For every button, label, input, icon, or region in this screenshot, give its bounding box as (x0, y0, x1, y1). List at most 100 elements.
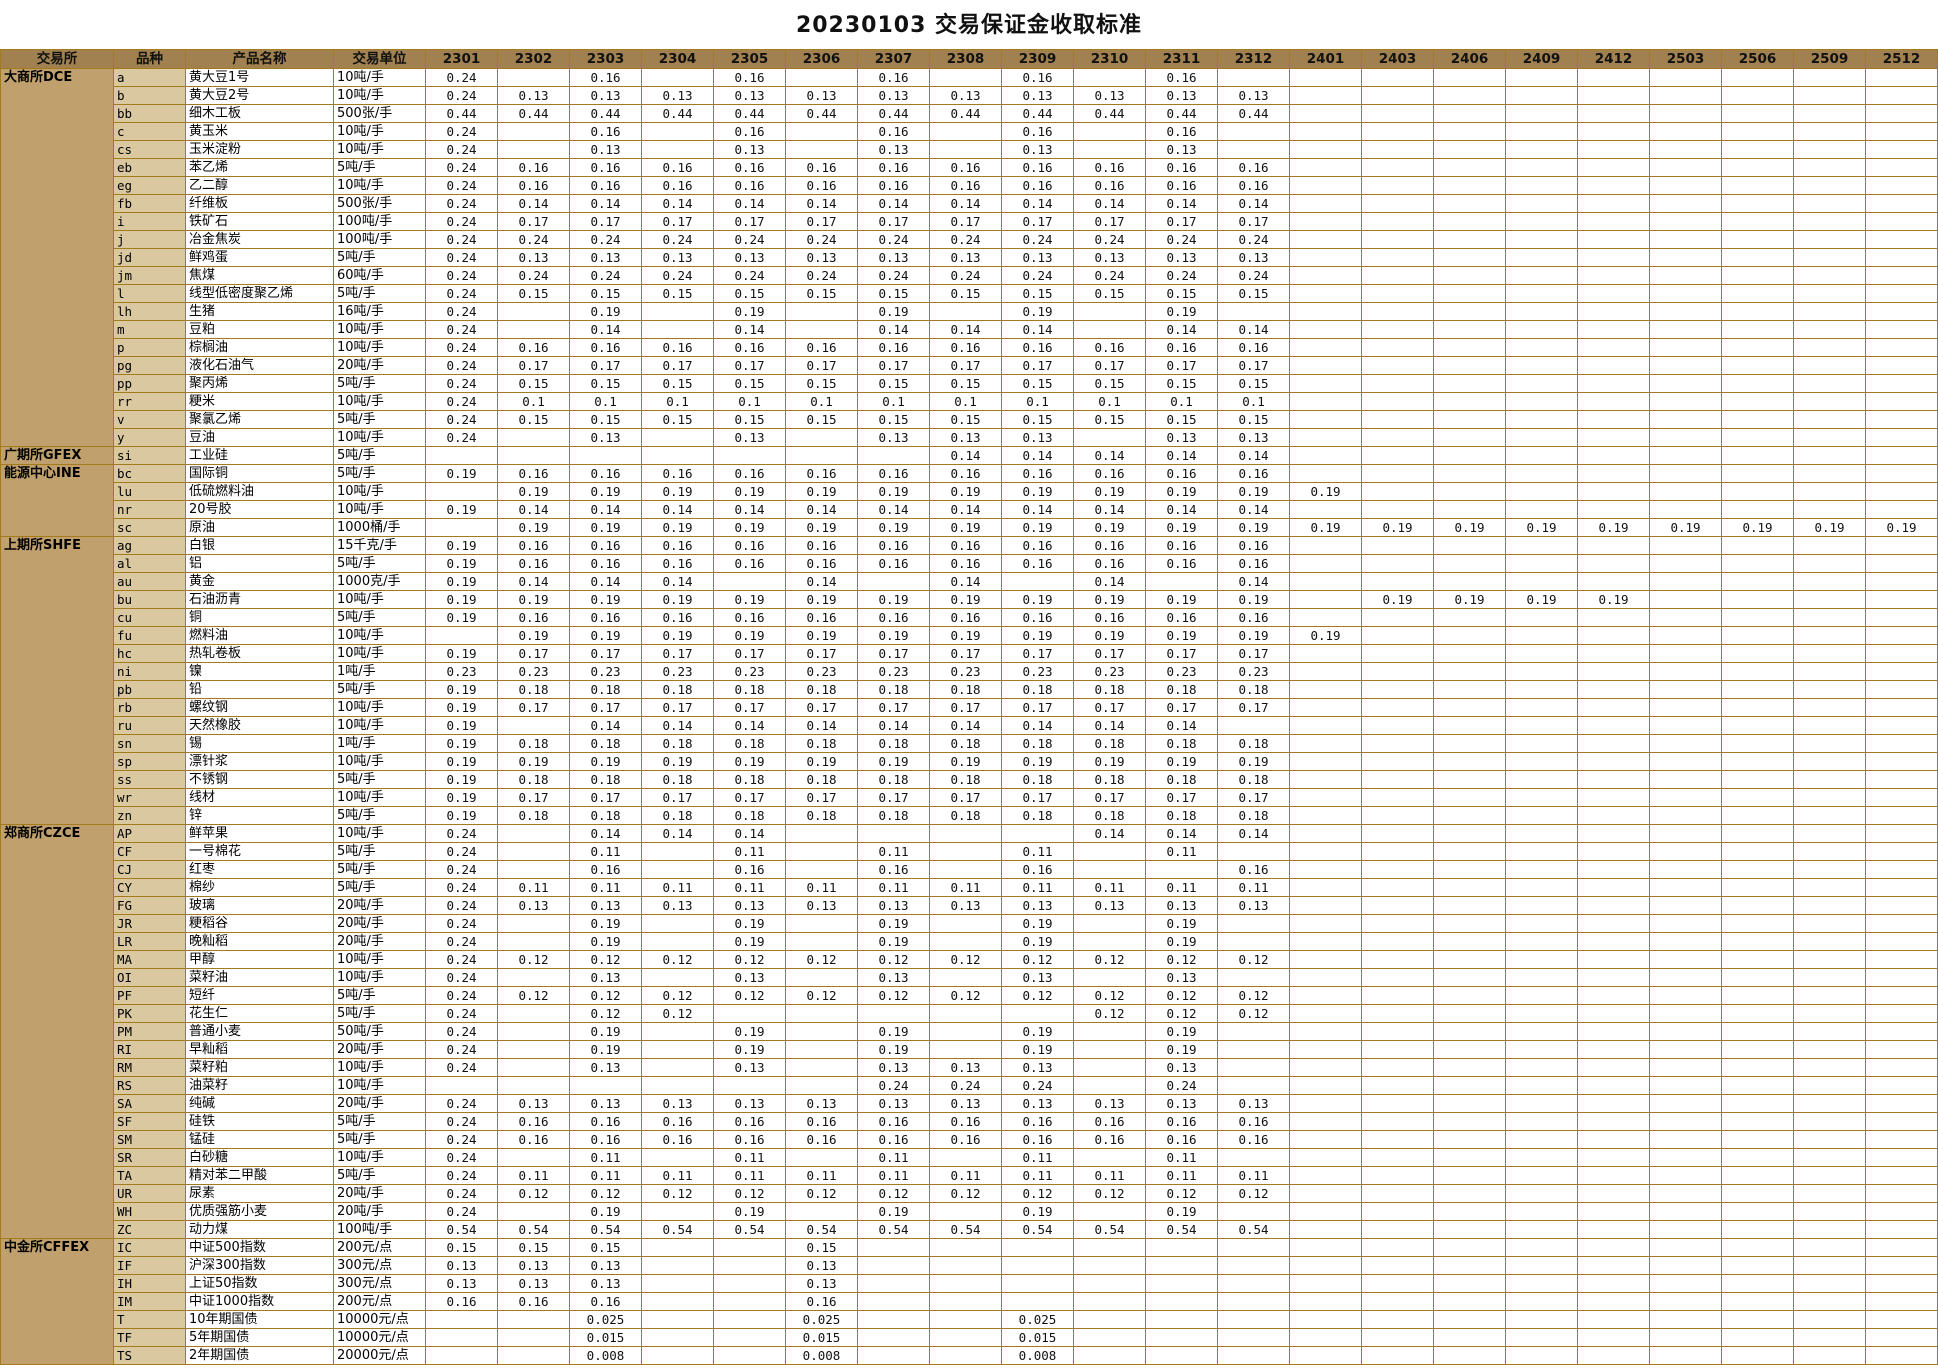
margin-rate-cell[interactable] (929, 1148, 1002, 1167)
margin-rate-cell[interactable] (1793, 554, 1866, 573)
margin-rate-cell[interactable] (1793, 734, 1866, 753)
product-name-cell[interactable]: 粳米 (185, 392, 334, 411)
margin-rate-cell[interactable]: 0.19 (1145, 518, 1218, 537)
margin-rate-cell[interactable] (1793, 752, 1866, 771)
margin-rate-cell[interactable] (1001, 1256, 1074, 1275)
margin-rate-cell[interactable] (1577, 698, 1650, 717)
margin-rate-cell[interactable]: 0.15 (1073, 410, 1146, 429)
margin-rate-cell[interactable] (1793, 1346, 1866, 1365)
margin-rate-cell[interactable]: 0.16 (641, 1112, 714, 1131)
product-name-cell[interactable]: 5年期国债 (185, 1328, 334, 1347)
margin-rate-cell[interactable] (1433, 428, 1506, 447)
margin-rate-cell[interactable] (1505, 338, 1578, 357)
trading-unit-cell[interactable]: 100吨/手 (333, 230, 426, 249)
margin-rate-cell[interactable] (1577, 1346, 1650, 1365)
margin-rate-cell[interactable]: 0.12 (713, 986, 786, 1005)
margin-rate-cell[interactable] (1865, 572, 1938, 591)
margin-rate-cell[interactable] (713, 1238, 786, 1257)
margin-rate-cell[interactable]: 0.11 (1145, 1166, 1218, 1185)
product-name-cell[interactable]: 生猪 (185, 302, 334, 321)
margin-rate-cell[interactable] (1361, 644, 1434, 663)
margin-rate-cell[interactable] (1865, 1040, 1938, 1059)
margin-rate-cell[interactable]: 0.14 (1217, 194, 1290, 213)
margin-rate-cell[interactable]: 0.15 (857, 410, 930, 429)
margin-rate-cell[interactable] (785, 1004, 858, 1023)
margin-rate-cell[interactable]: 0.13 (497, 1274, 570, 1293)
margin-rate-cell[interactable] (1505, 842, 1578, 861)
margin-rate-cell[interactable]: 0.14 (1217, 824, 1290, 843)
margin-rate-cell[interactable] (1865, 1058, 1938, 1077)
margin-rate-cell[interactable] (1217, 932, 1290, 951)
margin-rate-cell[interactable]: 0.13 (1217, 248, 1290, 267)
margin-rate-cell[interactable]: 0.18 (785, 734, 858, 753)
margin-rate-cell[interactable] (641, 842, 714, 861)
margin-rate-cell[interactable] (1361, 446, 1434, 465)
margin-rate-cell[interactable] (1865, 122, 1938, 141)
margin-rate-cell[interactable] (1649, 338, 1722, 357)
margin-rate-cell[interactable] (1793, 1184, 1866, 1203)
margin-rate-cell[interactable]: 0.19 (425, 500, 498, 519)
margin-rate-cell[interactable] (1649, 644, 1722, 663)
margin-rate-cell[interactable]: 0.14 (569, 824, 642, 843)
margin-rate-cell[interactable] (1433, 662, 1506, 681)
margin-rate-cell[interactable]: 0.12 (1073, 986, 1146, 1005)
margin-rate-cell[interactable]: 0.24 (425, 860, 498, 879)
margin-rate-cell[interactable]: 0.18 (713, 680, 786, 699)
margin-rate-cell[interactable]: 0.17 (569, 356, 642, 375)
trading-unit-cell[interactable]: 10吨/手 (333, 950, 426, 969)
margin-rate-cell[interactable] (1073, 428, 1146, 447)
margin-rate-cell[interactable] (1649, 536, 1722, 555)
code-cell[interactable]: pg (113, 356, 186, 375)
margin-rate-cell[interactable] (1865, 1022, 1938, 1041)
margin-rate-cell[interactable]: 0.19 (1073, 482, 1146, 501)
margin-rate-cell[interactable]: 0.24 (1217, 230, 1290, 249)
margin-rate-cell[interactable] (1289, 878, 1362, 897)
product-name-cell[interactable]: 花生仁 (185, 1004, 334, 1023)
margin-rate-cell[interactable]: 0.13 (641, 248, 714, 267)
margin-rate-cell[interactable] (713, 1292, 786, 1311)
product-name-cell[interactable]: 中证1000指数 (185, 1292, 334, 1311)
margin-rate-cell[interactable]: 0.19 (1649, 518, 1722, 537)
margin-rate-cell[interactable] (1145, 1346, 1218, 1365)
margin-rate-cell[interactable] (1649, 1202, 1722, 1221)
margin-rate-cell[interactable]: 0.13 (857, 86, 930, 105)
margin-rate-cell[interactable] (1865, 338, 1938, 357)
margin-rate-cell[interactable] (497, 1328, 570, 1347)
margin-rate-cell[interactable]: 0.17 (1217, 644, 1290, 663)
margin-rate-cell[interactable]: 0.14 (1145, 194, 1218, 213)
margin-rate-cell[interactable]: 0.12 (1073, 1004, 1146, 1023)
margin-rate-cell[interactable] (1433, 572, 1506, 591)
product-name-cell[interactable]: 漂针浆 (185, 752, 334, 771)
margin-rate-cell[interactable] (1505, 626, 1578, 645)
margin-rate-cell[interactable]: 0.17 (569, 644, 642, 663)
margin-rate-cell[interactable]: 0.12 (1217, 1004, 1290, 1023)
margin-rate-cell[interactable]: 0.24 (425, 1058, 498, 1077)
margin-rate-cell[interactable] (641, 860, 714, 879)
margin-rate-cell[interactable]: 0.16 (1145, 68, 1218, 87)
margin-rate-cell[interactable] (641, 1310, 714, 1329)
margin-rate-cell[interactable]: 0.19 (641, 482, 714, 501)
product-name-cell[interactable]: 燃料油 (185, 626, 334, 645)
margin-rate-cell[interactable]: 0.14 (929, 500, 1002, 519)
margin-rate-cell[interactable]: 0.19 (1145, 1040, 1218, 1059)
margin-rate-cell[interactable] (1649, 1148, 1722, 1167)
margin-rate-cell[interactable] (1073, 1040, 1146, 1059)
margin-rate-cell[interactable] (929, 1274, 1002, 1293)
margin-rate-cell[interactable] (1433, 1202, 1506, 1221)
margin-rate-cell[interactable]: 0.015 (785, 1328, 858, 1347)
margin-rate-cell[interactable] (1721, 734, 1794, 753)
margin-rate-cell[interactable] (1865, 230, 1938, 249)
margin-rate-cell[interactable] (1865, 932, 1938, 951)
margin-rate-cell[interactable]: 0.19 (497, 482, 570, 501)
margin-rate-cell[interactable] (1289, 788, 1362, 807)
margin-rate-cell[interactable] (1649, 1166, 1722, 1185)
margin-rate-cell[interactable]: 0.18 (1073, 734, 1146, 753)
code-cell[interactable]: al (113, 554, 186, 573)
margin-rate-cell[interactable]: 0.18 (785, 680, 858, 699)
margin-rate-cell[interactable] (857, 824, 930, 843)
margin-rate-cell[interactable] (929, 1004, 1002, 1023)
margin-rate-cell[interactable] (1505, 1076, 1578, 1095)
margin-rate-cell[interactable] (1433, 842, 1506, 861)
margin-rate-cell[interactable] (1505, 1220, 1578, 1239)
margin-rate-cell[interactable]: 0.19 (1145, 482, 1218, 501)
